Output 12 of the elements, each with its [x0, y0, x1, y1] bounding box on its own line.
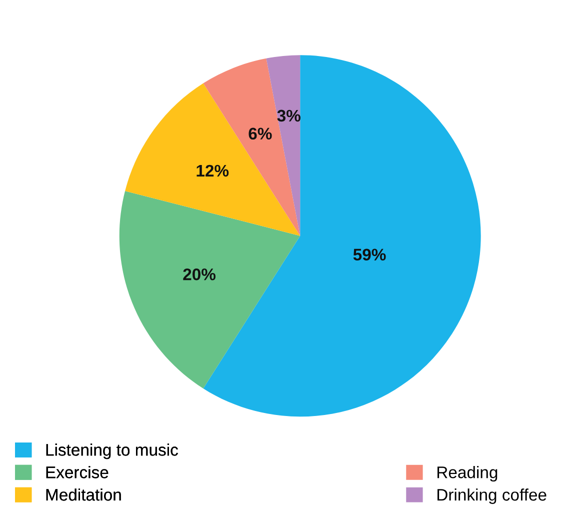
legend-label: Reading [438, 466, 498, 482]
data-label: 12% [196, 164, 229, 177]
data-label: 3% [277, 110, 300, 122]
data-label: 6% [248, 128, 272, 140]
data-label: 20% [183, 268, 216, 280]
pie-slice [125, 83, 300, 236]
legend-label: Drinking coffee [438, 488, 546, 504]
pie-slice [119, 190, 300, 388]
data-label: 59% [353, 248, 386, 261]
legend-label: Listening to music [46, 444, 178, 460]
legend-label: Meditation [46, 488, 121, 501]
legend-label: Exercise [46, 466, 108, 478]
